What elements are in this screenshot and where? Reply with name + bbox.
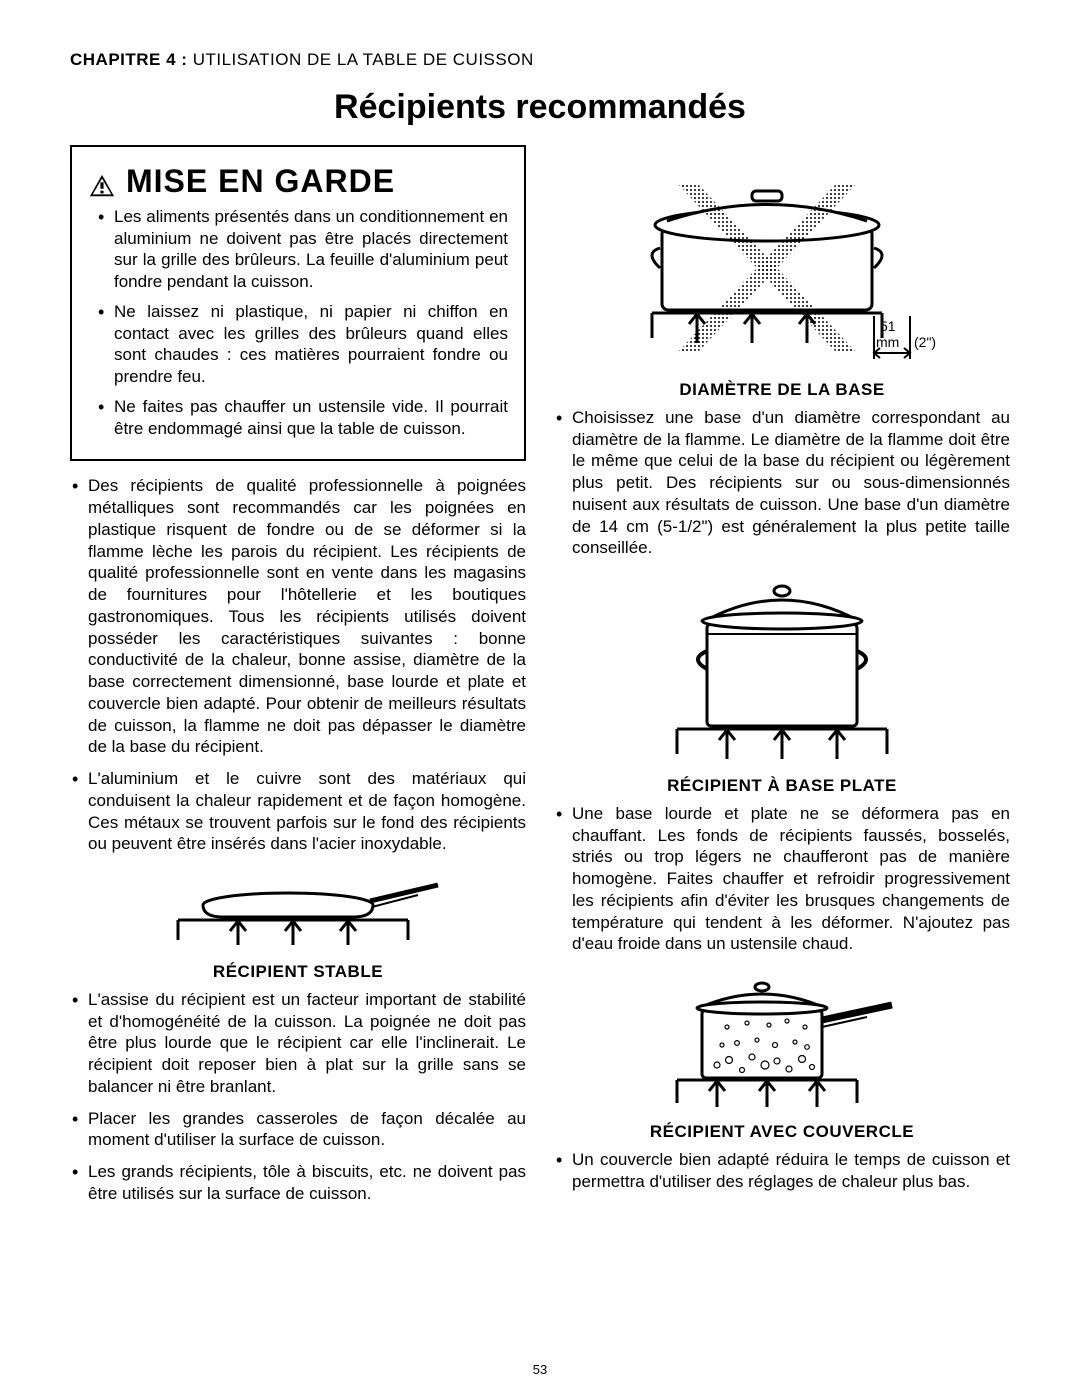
right-bullet-list-3: Un couvercle bien adapté réduira le temp… [554, 1149, 1010, 1193]
heading-lid: RÉCIPIENT AVEC COUVERCLE [554, 1121, 1010, 1143]
illustration-pot-with-x: 51 mm (2") [622, 153, 942, 373]
dim-51: 51 [880, 318, 896, 334]
page-title: Récipients recommandés [70, 88, 1010, 127]
list-item: Une base lourde et plate ne se déformera… [554, 803, 1010, 955]
right-bullet-list-2: Une base lourde et plate ne se déformera… [554, 803, 1010, 955]
left-bullet-list-1: Des récipients de qualité professionnell… [70, 475, 526, 855]
illustration-pot-flat [657, 569, 907, 769]
warning-box: MISE EN GARDE Les aliments présentés dan… [70, 145, 526, 461]
right-column: 51 mm (2") DIAMÈTRE DE LA BASE Choisisse… [554, 145, 1010, 1215]
warning-bullet-list: Les aliments présentés dans un condition… [88, 206, 508, 440]
dim-alt: (2") [914, 334, 936, 350]
list-item: L'aluminium et le cuivre sont des matéri… [70, 768, 526, 855]
warning-bullet: Ne faites pas chauffer un ustensile vide… [88, 396, 508, 440]
dim-mm: mm [876, 334, 899, 350]
illustration-pan-stable [148, 865, 448, 955]
list-item: Choisissez une base d'un diamètre corres… [554, 407, 1010, 559]
list-item: L'assise du récipient est un facteur imp… [70, 989, 526, 1098]
warning-heading: MISE EN GARDE [88, 161, 508, 202]
heading-stable: RÉCIPIENT STABLE [70, 961, 526, 983]
warning-bullet: Les aliments présentés dans un condition… [88, 206, 508, 293]
warning-heading-text: MISE EN GARDE [126, 161, 395, 202]
list-item: Un couvercle bien adapté réduira le temp… [554, 1149, 1010, 1193]
illustration-pot-lid [657, 965, 907, 1115]
list-item: Placer les grandes casseroles de façon d… [70, 1108, 526, 1152]
left-bullet-list-2: L'assise du récipient est un facteur imp… [70, 989, 526, 1205]
right-bullet-list-1: Choisissez une base d'un diamètre corres… [554, 407, 1010, 559]
left-column: MISE EN GARDE Les aliments présentés dan… [70, 145, 526, 1215]
chapter-prefix: CHAPITRE 4 : [70, 50, 187, 69]
chapter-rest: UTILISATION DE LA TABLE DE CUISSON [187, 50, 533, 69]
warning-bullet: Ne laissez ni plastique, ni papier ni ch… [88, 301, 508, 388]
chapter-header: CHAPITRE 4 : UTILISATION DE LA TABLE DE … [70, 50, 1010, 70]
warning-icon [88, 168, 116, 194]
list-item: Des récipients de qualité professionnell… [70, 475, 526, 758]
heading-diameter: DIAMÈTRE DE LA BASE [554, 379, 1010, 401]
heading-flat: RÉCIPIENT À BASE PLATE [554, 775, 1010, 797]
page-number: 53 [0, 1362, 1080, 1377]
list-item: Les grands récipients, tôle à biscuits, … [70, 1161, 526, 1205]
